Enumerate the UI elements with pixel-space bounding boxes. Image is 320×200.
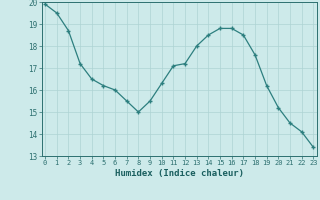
X-axis label: Humidex (Indice chaleur): Humidex (Indice chaleur): [115, 169, 244, 178]
